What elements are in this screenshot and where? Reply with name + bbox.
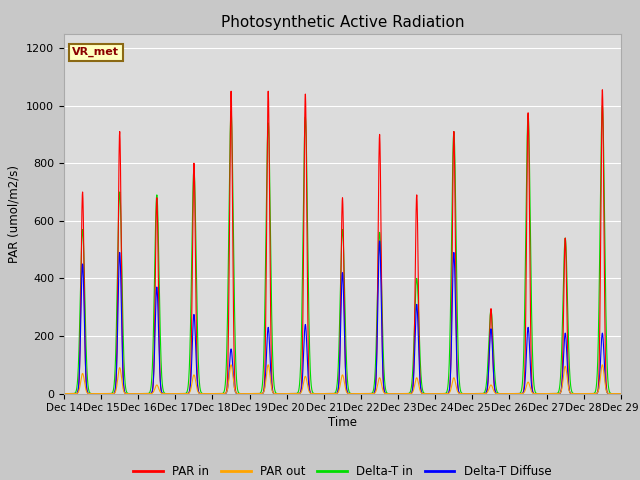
Delta-T in [616, 391, 624, 396]
PAR out [160, 391, 168, 396]
Delta-T Diffuse [467, 391, 475, 396]
PAR in [499, 391, 506, 396]
Y-axis label: PAR (umol/m2/s): PAR (umol/m2/s) [8, 165, 20, 263]
Delta-T in [60, 391, 68, 396]
Delta-T in [598, 103, 606, 108]
PAR in [322, 391, 330, 396]
PAR in [617, 391, 625, 396]
Delta-T Diffuse [160, 391, 168, 396]
PAR in [160, 391, 168, 396]
Line: Delta-T Diffuse: Delta-T Diffuse [64, 241, 621, 394]
Line: PAR out: PAR out [64, 365, 621, 394]
PAR out [616, 391, 624, 396]
Delta-T Diffuse [436, 391, 444, 396]
Text: VR_met: VR_met [72, 47, 119, 58]
PAR in [436, 391, 444, 396]
Delta-T Diffuse [322, 391, 330, 396]
PAR in [616, 391, 624, 396]
Delta-T Diffuse [376, 238, 383, 244]
PAR out [227, 362, 235, 368]
PAR out [506, 391, 513, 396]
Delta-T in [160, 390, 168, 396]
Delta-T in [617, 391, 625, 396]
Line: Delta-T in: Delta-T in [64, 106, 621, 394]
PAR in [60, 391, 68, 396]
PAR out [60, 391, 68, 396]
Legend: PAR in, PAR out, Delta-T in, Delta-T Diffuse: PAR in, PAR out, Delta-T in, Delta-T Dif… [129, 461, 556, 480]
PAR out [322, 391, 330, 396]
Line: PAR in: PAR in [64, 90, 621, 394]
X-axis label: Time: Time [328, 416, 357, 429]
Delta-T Diffuse [60, 391, 68, 396]
PAR in [598, 87, 606, 93]
Title: Photosynthetic Active Radiation: Photosynthetic Active Radiation [221, 15, 464, 30]
PAR out [617, 391, 625, 396]
PAR out [467, 391, 475, 396]
PAR in [467, 391, 475, 396]
Delta-T in [499, 391, 507, 396]
Delta-T in [394, 391, 402, 396]
Delta-T Diffuse [616, 391, 624, 396]
Delta-T in [322, 391, 330, 396]
Delta-T in [436, 391, 444, 396]
Delta-T in [467, 391, 475, 396]
Delta-T Diffuse [499, 391, 507, 396]
Delta-T Diffuse [617, 391, 625, 396]
PAR out [436, 391, 444, 396]
PAR out [499, 391, 507, 396]
Delta-T Diffuse [580, 391, 588, 396]
